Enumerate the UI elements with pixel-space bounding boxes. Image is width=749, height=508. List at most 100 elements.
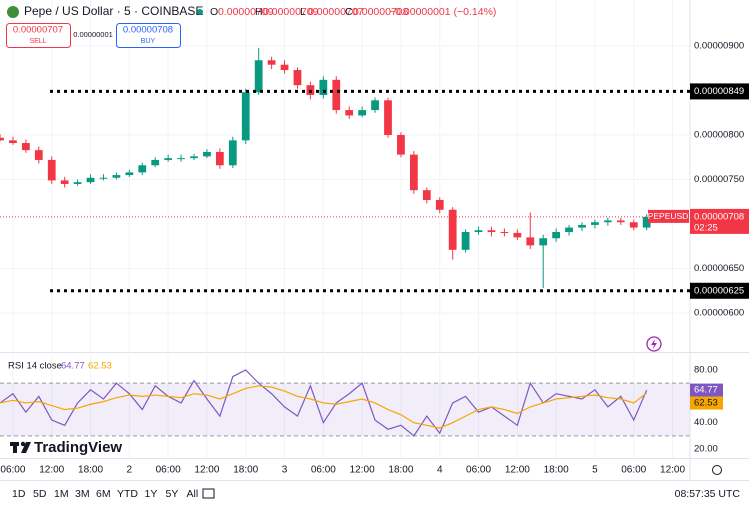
logo-mark — [21, 442, 31, 453]
range-button[interactable]: 5D — [33, 488, 47, 500]
logo-mark — [13, 442, 17, 453]
x-tick-label: 18:00 — [388, 465, 413, 476]
candle-body — [461, 232, 470, 250]
candle-body — [86, 177, 95, 183]
rsi-line — [0, 385, 648, 429]
candle-body — [409, 154, 418, 191]
spread: 0.00000001 — [73, 30, 113, 39]
range-button[interactable]: 3M — [75, 488, 90, 500]
rsi-tick-label: 40.00 — [694, 417, 718, 428]
y-tick-label: 0.00000800 — [694, 130, 744, 141]
settings-icon[interactable] — [712, 465, 722, 475]
change: −0.00000001 (−0.14%) — [389, 6, 496, 18]
x-tick-label: 18:00 — [78, 465, 103, 476]
y-tick-label: 0.00000600 — [694, 308, 744, 319]
rsi-value: 64.77 — [61, 361, 85, 372]
candle-body — [487, 230, 496, 233]
candle-body — [138, 165, 147, 173]
candle-body — [254, 60, 263, 93]
candle-body — [358, 110, 367, 116]
range-button[interactable]: 1M — [54, 488, 69, 500]
level-label: 0.00000625 — [694, 285, 744, 296]
last-symbol-bg — [648, 209, 689, 223]
candle-body — [125, 172, 134, 176]
x-tick-label: 5 — [592, 465, 598, 476]
ohlc-key: C — [345, 6, 353, 18]
ohlc-key: H — [255, 6, 263, 18]
x-tick-label: 18:00 — [544, 465, 569, 476]
candle-body — [629, 222, 638, 228]
rsi-tick-label: 80.00 — [694, 365, 718, 376]
x-tick-label: 06:00 — [0, 465, 25, 476]
buy-label: BUY — [141, 38, 156, 45]
rsi-band-fill — [0, 383, 690, 436]
candle-body — [99, 177, 108, 179]
x-tick-label: 06:00 — [466, 465, 491, 476]
candle-body — [21, 143, 30, 151]
level-label-bg — [690, 83, 749, 100]
ohlc-key: O — [210, 6, 218, 18]
sell-price: 0.00000707 — [13, 25, 63, 36]
x-tick-label: 06:00 — [156, 465, 181, 476]
candle-body — [215, 151, 224, 166]
rsi-title: RSI 14 close — [8, 361, 62, 372]
x-tick-label: 12:00 — [194, 465, 219, 476]
candle-body — [280, 64, 289, 71]
candle-body — [73, 182, 82, 184]
rsi-tag-bg — [690, 396, 723, 410]
rsi-tag: 62.53 — [694, 398, 718, 409]
x-tick-label: 12:00 — [660, 465, 685, 476]
countdown: 02:25 — [694, 222, 718, 233]
candle-body — [448, 209, 457, 250]
rsi-ma-value: 62.53 — [88, 361, 112, 372]
candle-body — [267, 60, 276, 65]
candle-body — [435, 199, 444, 210]
sell-label: SELL — [29, 38, 46, 45]
rsi-line — [0, 369, 648, 437]
candle-body — [241, 92, 250, 141]
x-tick-label: 3 — [282, 465, 288, 476]
rsi-tick-label: 20.00 — [694, 444, 718, 455]
ohlc-key: L — [300, 6, 306, 18]
x-tick-label: 12:00 — [505, 465, 530, 476]
candle-body — [526, 237, 535, 246]
x-tick-label: 06:00 — [311, 465, 336, 476]
range-button[interactable]: 6M — [96, 488, 111, 500]
sell-button[interactable] — [6, 23, 71, 48]
last-symbol: PEPEUSD — [648, 211, 689, 221]
candle-body — [578, 224, 586, 228]
clock: 08:57:35 UTC — [675, 488, 741, 500]
logo: TradingView — [10, 439, 122, 456]
candle-body — [177, 158, 185, 160]
candle-body — [500, 232, 509, 234]
candle-body — [384, 100, 392, 136]
range-button[interactable]: YTD — [117, 488, 138, 500]
logo-text: TradingView — [34, 439, 122, 456]
date-range-icon[interactable] — [202, 488, 215, 499]
candle-body — [203, 151, 211, 157]
candle-body — [397, 135, 405, 155]
candle-body — [603, 220, 612, 223]
x-tick-label: 18:00 — [233, 465, 258, 476]
candle-body — [60, 180, 69, 184]
last-price: 0.00000708 — [694, 211, 744, 222]
range-button[interactable]: 1D — [12, 488, 26, 500]
candle-body — [371, 100, 379, 111]
market-status — [197, 9, 203, 15]
candle-body — [9, 140, 17, 144]
candle-body — [591, 222, 599, 225]
candle-body — [112, 175, 121, 178]
range-button[interactable]: All — [187, 488, 199, 500]
level-label: 0.00000849 — [694, 86, 744, 97]
x-tick-label: 06:00 — [621, 465, 646, 476]
candle-body — [332, 79, 341, 111]
candle-body — [513, 232, 522, 238]
buy-button[interactable] — [116, 23, 181, 48]
rsi-tag: 64.77 — [694, 385, 718, 396]
candle-body — [319, 79, 328, 95]
range-button[interactable]: 1Y — [145, 488, 158, 500]
range-button[interactable]: 5Y — [166, 488, 179, 500]
candle-body — [47, 159, 56, 181]
